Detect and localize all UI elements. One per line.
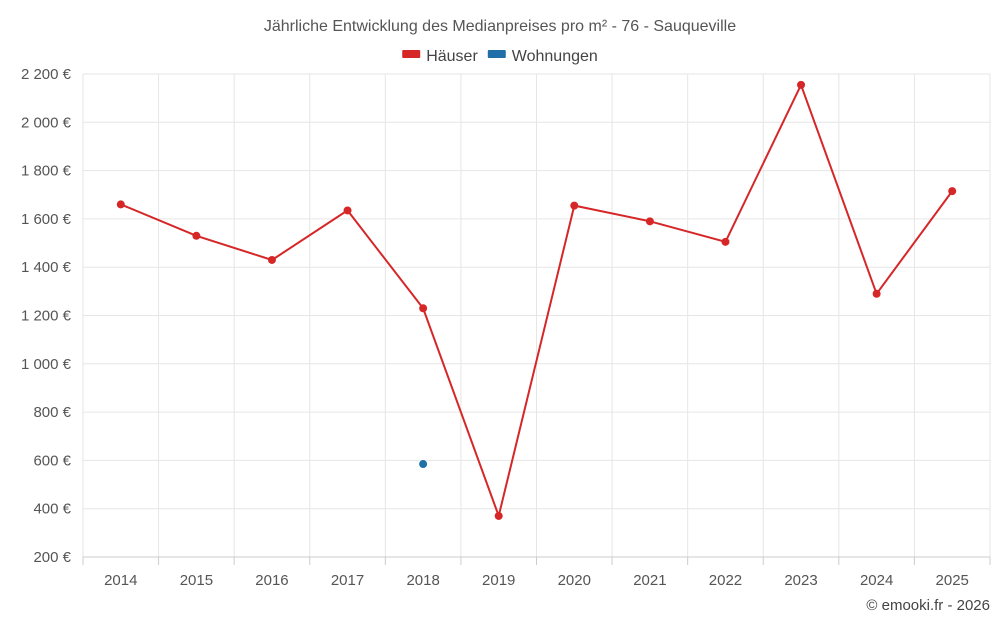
- series-0-point[interactable]: [192, 231, 201, 240]
- series-0-point[interactable]: [797, 80, 806, 89]
- legend-item[interactable]: Wohnungen: [487, 48, 598, 65]
- y-tick-label: 1 800 €: [21, 163, 72, 180]
- y-tick-label: 1 200 €: [21, 308, 72, 325]
- x-tick-label: 2017: [331, 572, 364, 589]
- series-0-point[interactable]: [872, 289, 881, 298]
- x-tick-label: 2022: [709, 572, 742, 589]
- y-axis: 200 € 400 € 600 € 800 € 1 000 € 1 200 € 1 400 …: [21, 66, 72, 566]
- legend-label: Häuser: [426, 48, 478, 65]
- x-tick-label: 2023: [784, 572, 817, 589]
- legend-swatch: [487, 50, 506, 58]
- series-0-point[interactable]: [948, 187, 957, 196]
- x-tick-label: 2015: [180, 572, 213, 589]
- legend: Häuser Wohnungen: [402, 48, 598, 65]
- credit-text: © emooki.fr - 2026: [866, 597, 990, 614]
- y-tick-label: 2 200 €: [21, 66, 72, 83]
- x-tick-label: 2019: [482, 572, 515, 589]
- series-0-point[interactable]: [343, 206, 352, 215]
- y-tick-label: 1 600 €: [21, 211, 72, 228]
- x-tick-label: 2020: [558, 572, 591, 589]
- series-0-point[interactable]: [721, 237, 730, 246]
- y-tick-label: 400 €: [33, 501, 71, 518]
- x-tick-label: 2024: [860, 572, 893, 589]
- legend-swatch: [402, 50, 421, 58]
- y-tick-label: 1 400 €: [21, 259, 72, 276]
- y-tick-label: 2 000 €: [21, 114, 72, 131]
- y-tick-label: 800 €: [33, 404, 71, 421]
- x-tick-label: 2016: [255, 572, 288, 589]
- series-0-point[interactable]: [419, 304, 428, 313]
- grid: [82, 73, 991, 558]
- y-tick-label: 1 000 €: [21, 356, 72, 373]
- series-0-point[interactable]: [645, 217, 654, 226]
- y-tick-label: 600 €: [33, 452, 71, 469]
- series-layer: [116, 80, 957, 520]
- x-tick-label: 2014: [104, 572, 137, 589]
- legend-label: Wohnungen: [512, 48, 598, 65]
- y-tick-label: 200 €: [33, 549, 71, 566]
- x-tick-label: 2025: [936, 572, 969, 589]
- x-tick-label: 2021: [633, 572, 666, 589]
- series-0-point[interactable]: [116, 200, 125, 209]
- chart-title: Jährliche Entwicklung des Medianpreises …: [264, 18, 736, 35]
- series-0-line: [120, 82, 954, 520]
- series-0-point[interactable]: [494, 511, 503, 520]
- series-0-point[interactable]: [570, 201, 579, 210]
- legend-item[interactable]: Häuser: [402, 48, 478, 65]
- series-0-point[interactable]: [267, 255, 276, 264]
- series-1-point[interactable]: [419, 460, 428, 469]
- x-axis: 2014 2015 2016 2017 2018 2019 2020 2021 2022 2023…: [82, 556, 991, 589]
- x-tick-label: 2018: [406, 572, 439, 589]
